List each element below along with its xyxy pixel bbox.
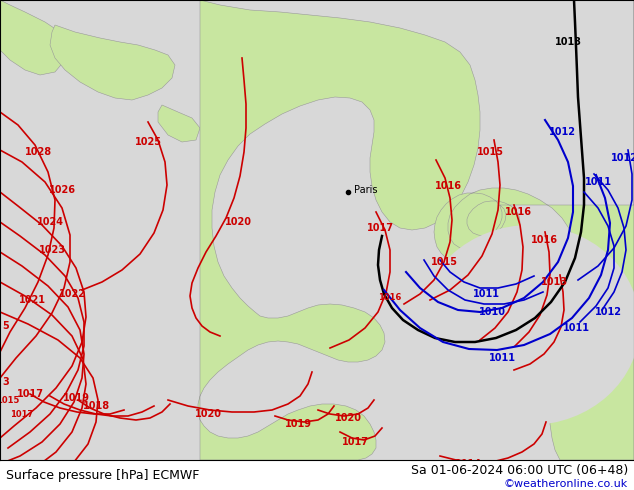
- Polygon shape: [50, 25, 175, 100]
- Text: 1011: 1011: [489, 353, 515, 363]
- Text: 1023: 1023: [39, 245, 65, 255]
- Text: 1016: 1016: [505, 207, 531, 217]
- Text: 1015: 1015: [430, 257, 458, 267]
- Ellipse shape: [420, 225, 634, 425]
- Text: 1011: 1011: [585, 177, 612, 187]
- Text: 1025: 1025: [134, 137, 162, 147]
- Text: 1020: 1020: [335, 413, 361, 423]
- Polygon shape: [198, 0, 480, 460]
- Text: 1018: 1018: [82, 401, 110, 411]
- Text: 1012: 1012: [611, 153, 634, 163]
- Text: 1016: 1016: [531, 235, 557, 245]
- Text: 1020: 1020: [224, 217, 252, 227]
- Text: 1017: 1017: [342, 437, 368, 447]
- Text: 1011: 1011: [472, 289, 500, 299]
- Text: 3: 3: [2, 377, 9, 387]
- Text: 1011: 1011: [562, 323, 590, 333]
- Text: 5: 5: [2, 321, 9, 331]
- Text: 1026: 1026: [48, 185, 75, 195]
- Text: 1013: 1013: [555, 37, 581, 47]
- Text: Paris: Paris: [354, 185, 377, 195]
- Text: Surface pressure [hPa] ECMWF: Surface pressure [hPa] ECMWF: [6, 468, 199, 482]
- Text: 1022: 1022: [58, 289, 86, 299]
- Text: Sa 01-06-2024 06:00 UTC (06+48): Sa 01-06-2024 06:00 UTC (06+48): [411, 464, 628, 476]
- Text: 1024: 1024: [37, 217, 63, 227]
- Text: 1012: 1012: [548, 127, 576, 137]
- Text: 1028: 1028: [25, 147, 51, 157]
- Text: 1017: 1017: [16, 389, 44, 399]
- Text: 1014: 1014: [455, 459, 481, 469]
- Text: 1020: 1020: [195, 409, 221, 419]
- Text: 1010: 1010: [479, 307, 505, 317]
- Polygon shape: [0, 0, 70, 75]
- Text: 1015: 1015: [0, 395, 20, 405]
- Polygon shape: [158, 105, 200, 142]
- Bar: [0, 460, 634, 490]
- Text: 1021: 1021: [18, 295, 46, 305]
- Text: 1019: 1019: [63, 393, 89, 403]
- Text: 1017: 1017: [366, 223, 394, 233]
- Text: 1012: 1012: [595, 307, 621, 317]
- Text: 1019: 1019: [285, 419, 311, 429]
- Text: ©weatheronline.co.uk: ©weatheronline.co.uk: [504, 479, 628, 489]
- Text: 1016: 1016: [434, 181, 462, 191]
- Text: 1016: 1016: [378, 294, 402, 302]
- Text: 1013: 1013: [541, 277, 567, 287]
- Text: 1017: 1017: [10, 410, 34, 418]
- Text: 1015: 1015: [477, 147, 503, 157]
- Polygon shape: [434, 0, 634, 460]
